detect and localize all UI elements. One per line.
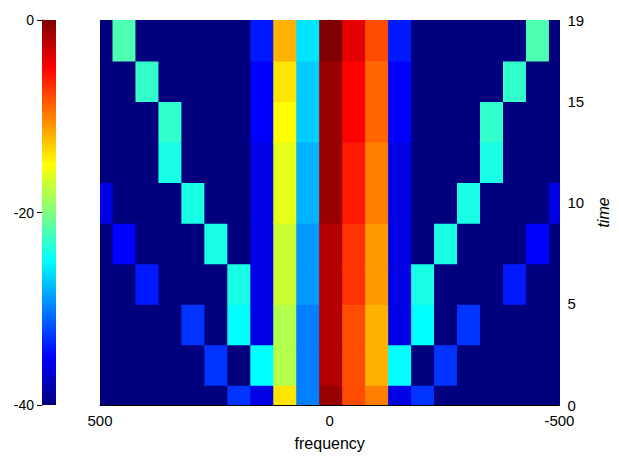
- svg-text:10: 10: [567, 194, 584, 211]
- svg-text:time: time: [595, 197, 612, 227]
- svg-text:-500: -500: [544, 412, 574, 429]
- svg-text:19: 19: [567, 12, 584, 29]
- svg-text:500: 500: [87, 412, 112, 429]
- svg-text:0: 0: [26, 12, 34, 28]
- svg-text:-20: -20: [14, 205, 34, 221]
- svg-text:-40: -40: [14, 397, 34, 413]
- svg-text:15: 15: [567, 93, 584, 110]
- svg-text:5: 5: [567, 295, 575, 312]
- svg-text:frequency: frequency: [295, 435, 365, 452]
- svg-text:0: 0: [567, 397, 575, 414]
- svg-text:0: 0: [326, 412, 334, 429]
